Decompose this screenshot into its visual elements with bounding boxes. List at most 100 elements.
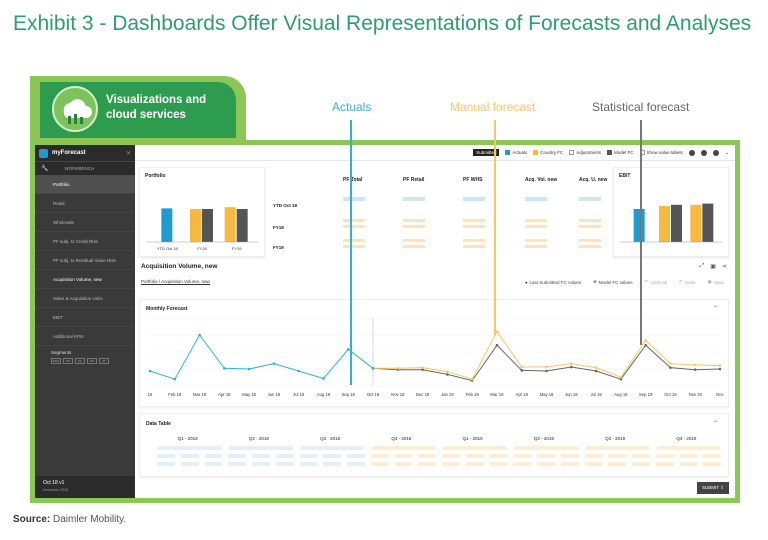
month-value-cell[interactable]	[584, 462, 603, 466]
month-value-cell[interactable]	[560, 454, 579, 458]
month-value-cell[interactable]	[418, 462, 436, 466]
data-point[interactable]	[272, 362, 276, 365]
month-value-cell[interactable]	[252, 454, 270, 458]
kpi-value-cell[interactable]	[525, 239, 547, 251]
data-point[interactable]	[718, 364, 722, 367]
undo-button[interactable]: ↶ Undo	[676, 278, 699, 286]
data-point[interactable]	[594, 366, 598, 369]
data-point[interactable]	[470, 377, 474, 381]
data-point[interactable]	[718, 367, 722, 371]
monthly-forecast-chart[interactable]: 18 Feb 18 Mar 18 Apr 18 May 18 Jun 18 Jul 18 Au…	[140, 314, 730, 408]
data-point[interactable]	[297, 369, 300, 373]
month-value-cell[interactable]	[394, 454, 413, 458]
month-value-cell[interactable]	[157, 454, 175, 458]
data-point[interactable]	[421, 368, 424, 371]
data-point[interactable]	[148, 369, 152, 373]
data-point[interactable]	[223, 367, 226, 370]
show-value-labels-toggle[interactable]: Show value labels	[639, 150, 683, 155]
last-submitted-button[interactable]: ● Last Submitted FC values	[522, 278, 584, 286]
month-value-cell[interactable]	[442, 462, 460, 466]
undo-all-button[interactable]: ↶ Undo all	[642, 278, 670, 286]
sidebar-item-pf-subj-to-residual-value-risk[interactable]: PF subj. to Residual Value Risk	[35, 251, 135, 270]
bell-icon[interactable]	[700, 149, 707, 156]
data-point[interactable]	[495, 330, 499, 333]
kpi-value-cell[interactable]	[463, 219, 485, 231]
kpi-value-cell[interactable]	[343, 219, 365, 231]
month-value-cell[interactable]	[370, 454, 389, 458]
month-value-cell[interactable]	[323, 462, 341, 466]
month-value-cell[interactable]	[537, 462, 555, 466]
month-value-cell[interactable]	[204, 454, 223, 458]
month-value-cell[interactable]	[228, 454, 246, 458]
quarter-value-cell[interactable]	[656, 446, 720, 450]
version-selector[interactable]: Oct 18 v1 November 2018	[35, 476, 135, 498]
quarter-value-cell[interactable]	[514, 446, 578, 450]
month-value-cell[interactable]	[323, 454, 341, 458]
month-value-cell[interactable]	[275, 462, 294, 466]
quarter-value-cell[interactable]	[300, 446, 364, 450]
data-point[interactable]	[693, 363, 697, 367]
compass-icon[interactable]	[688, 149, 695, 156]
collapse-icon[interactable]: ⌃	[712, 306, 718, 312]
data-point[interactable]	[322, 377, 325, 380]
kpi-value-cell[interactable]	[463, 197, 485, 201]
month-value-cell[interactable]	[252, 462, 270, 466]
month-value-cell[interactable]	[157, 462, 175, 466]
collapse-icon[interactable]: ⌃	[712, 421, 718, 427]
kpi-value-cell[interactable]	[403, 219, 425, 231]
sidebar-item-ebit[interactable]: EBIT	[35, 308, 135, 327]
save-button[interactable]: ▣ Save	[704, 278, 727, 286]
month-value-cell[interactable]	[703, 462, 721, 466]
month-value-cell[interactable]	[180, 454, 199, 458]
data-point[interactable]	[520, 369, 524, 372]
segment-fa[interactable]: FA	[75, 358, 85, 364]
kpi-value-cell[interactable]	[525, 197, 547, 201]
sidebar-item-additional-kpis[interactable]: Additional KPIs	[35, 327, 135, 346]
month-value-cell[interactable]	[228, 462, 246, 466]
month-value-cell[interactable]	[489, 462, 508, 466]
sidebar-item-wholesale[interactable]: Wholesale	[35, 213, 135, 232]
data-point[interactable]	[446, 373, 449, 376]
data-point[interactable]	[247, 367, 251, 371]
month-value-cell[interactable]	[180, 462, 199, 466]
month-value-cell[interactable]	[299, 454, 318, 458]
month-value-cell[interactable]	[560, 462, 579, 466]
month-value-cell[interactable]	[679, 462, 698, 466]
data-point[interactable]	[173, 377, 177, 381]
data-point[interactable]	[669, 366, 672, 369]
sidebar-item-retail[interactable]: Retail	[35, 194, 135, 213]
user-icon[interactable]	[712, 149, 719, 156]
data-point[interactable]	[644, 343, 647, 347]
sidebar-item-portfolio[interactable]: Portfolio	[35, 175, 135, 194]
month-value-cell[interactable]	[394, 462, 413, 466]
quarter-value-cell[interactable]	[158, 446, 222, 450]
data-point[interactable]	[669, 362, 672, 365]
data-point[interactable]	[396, 367, 400, 370]
month-value-cell[interactable]	[489, 454, 508, 458]
portfolio-card[interactable]: Portfolio YTD Oct 18 FY18 FY19	[139, 167, 265, 257]
data-point[interactable]	[619, 377, 623, 381]
kpi-value-cell[interactable]	[579, 219, 601, 231]
kpi-value-cell[interactable]	[463, 239, 485, 251]
month-value-cell[interactable]	[465, 462, 484, 466]
month-value-cell[interactable]	[299, 462, 318, 466]
ebit-card[interactable]: EBIT	[613, 167, 729, 257]
sidebar-item-acquisition-volume-new[interactable]: Acquisition Volume, new	[35, 270, 135, 289]
segment-fr[interactable]: FR	[63, 358, 73, 364]
workbench-row[interactable]: 🔧 WORKBENCH	[35, 161, 135, 175]
chevron-down-icon[interactable]: ⌄	[724, 149, 729, 156]
share-icon[interactable]: ⋖	[721, 264, 727, 270]
data-point[interactable]	[570, 362, 573, 365]
breadcrumb[interactable]: Portfolio / Acquisition Volume, new	[141, 279, 210, 285]
month-value-cell[interactable]	[513, 462, 531, 466]
data-point[interactable]	[693, 368, 697, 371]
data-point[interactable]	[545, 365, 548, 369]
month-value-cell[interactable]	[204, 462, 223, 466]
data-point[interactable]	[495, 343, 499, 347]
model-fc-button[interactable]: ⊕ Model FC values	[590, 278, 636, 286]
kpi-value-cell[interactable]	[403, 197, 425, 201]
kpi-value-cell[interactable]	[343, 239, 365, 251]
month-value-cell[interactable]	[370, 462, 389, 466]
expand-icon[interactable]: ⤢	[699, 263, 705, 269]
kpi-value-cell[interactable]	[579, 239, 601, 251]
